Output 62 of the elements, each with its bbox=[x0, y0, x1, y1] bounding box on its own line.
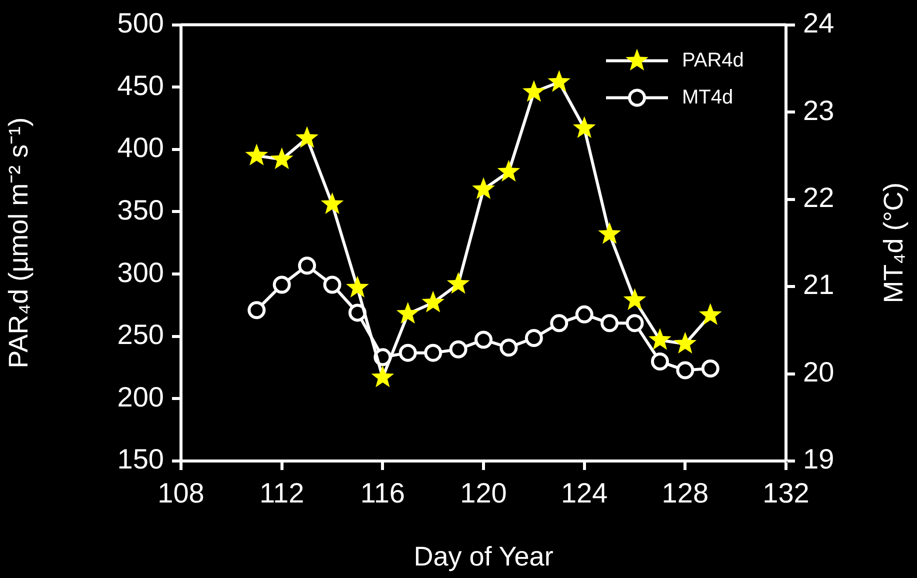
point bbox=[424, 344, 442, 362]
y2-tick-label: 21 bbox=[803, 269, 834, 300]
y2-tick-label: 19 bbox=[803, 444, 834, 475]
point bbox=[500, 338, 518, 357]
y-tick-label: 450 bbox=[117, 70, 164, 101]
point bbox=[572, 116, 596, 138]
x-tick-label: 120 bbox=[460, 478, 507, 509]
y2-tick-label: 23 bbox=[803, 94, 834, 126]
y-tick-label: 250 bbox=[117, 319, 164, 350]
point bbox=[701, 360, 720, 378]
point bbox=[648, 328, 672, 350]
y-axis-title: PAR₄d (µmol m⁻² s⁻¹) bbox=[4, 117, 34, 368]
point bbox=[676, 361, 694, 380]
point bbox=[245, 144, 268, 166]
point bbox=[446, 272, 470, 294]
point bbox=[650, 352, 669, 371]
point bbox=[398, 344, 417, 362]
point bbox=[472, 177, 495, 200]
point bbox=[698, 303, 722, 325]
y2-tick-label: 22 bbox=[803, 182, 834, 213]
point bbox=[422, 290, 444, 312]
x-tick-label: 124 bbox=[560, 478, 608, 509]
point bbox=[600, 314, 619, 332]
x-tick-label: 128 bbox=[662, 478, 709, 509]
x-tick-label: 108 bbox=[158, 478, 204, 509]
point bbox=[548, 70, 571, 92]
point bbox=[623, 288, 646, 310]
x-tick-label: 132 bbox=[762, 478, 810, 509]
point bbox=[396, 302, 420, 324]
legend-label: MT4d bbox=[682, 86, 734, 108]
point bbox=[323, 276, 342, 294]
y2-axis-title: MT₄d (°C) bbox=[878, 182, 908, 304]
y-tick-label: 200 bbox=[117, 381, 164, 412]
x-tick-label: 112 bbox=[260, 478, 304, 509]
point bbox=[296, 126, 318, 148]
point bbox=[575, 305, 594, 324]
y-tick-label: 400 bbox=[117, 132, 164, 164]
point bbox=[346, 276, 369, 298]
legend-label: PAR4d bbox=[682, 49, 744, 72]
point bbox=[298, 256, 316, 275]
point bbox=[270, 147, 294, 170]
point bbox=[522, 80, 546, 102]
point bbox=[598, 222, 621, 244]
point bbox=[524, 328, 543, 347]
point bbox=[371, 366, 394, 388]
point bbox=[674, 332, 697, 354]
x-axis-title: Day of Year bbox=[414, 541, 554, 572]
y-tick-label: 300 bbox=[117, 256, 164, 288]
x-tick-label: 116 bbox=[360, 478, 405, 509]
y2-tick-label: 24 bbox=[803, 8, 834, 39]
point bbox=[626, 314, 644, 332]
point bbox=[497, 160, 520, 182]
y-tick-label: 350 bbox=[117, 194, 164, 226]
point bbox=[272, 276, 291, 294]
point bbox=[248, 301, 266, 320]
y2-tick-label: 20 bbox=[803, 356, 834, 388]
point bbox=[550, 314, 568, 332]
y-tick-label: 150 bbox=[117, 444, 164, 475]
point bbox=[320, 192, 344, 214]
point bbox=[449, 340, 468, 358]
point bbox=[474, 330, 492, 349]
y-tick-label: 500 bbox=[117, 8, 164, 39]
